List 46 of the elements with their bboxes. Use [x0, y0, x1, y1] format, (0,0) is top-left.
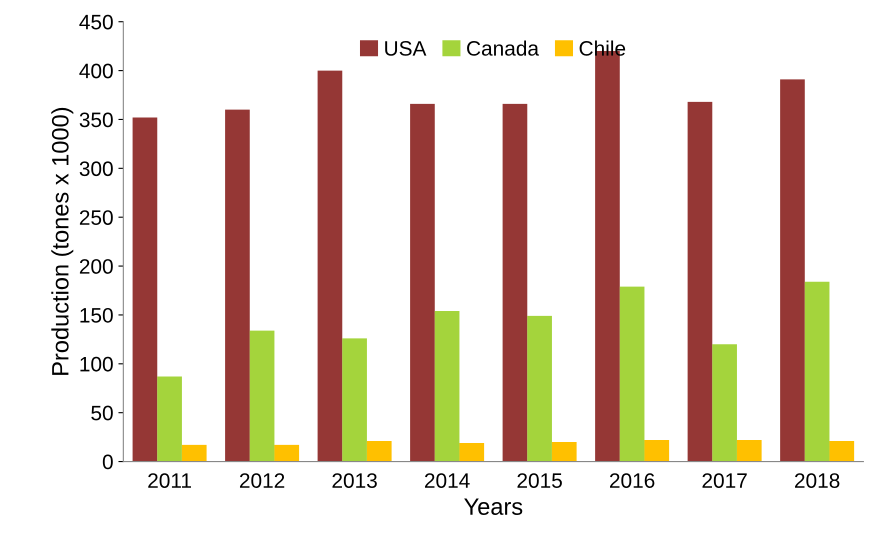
y-tick-label: 100 — [80, 356, 113, 372]
bar — [829, 441, 854, 462]
bar — [736, 440, 762, 462]
bar — [318, 70, 342, 462]
y-tick-label: 200 — [80, 259, 113, 274]
bar — [366, 441, 392, 462]
legend-label: USA — [385, 41, 426, 56]
y-tick-label: 50 — [91, 406, 113, 420]
y-tick-label: 400 — [79, 64, 113, 78]
bar — [274, 444, 300, 462]
y-tick-label: 0 — [102, 454, 113, 470]
x-tick-label: 2017 — [702, 473, 747, 488]
bar — [620, 286, 644, 462]
bar — [157, 376, 182, 462]
bar — [225, 110, 250, 462]
bar — [688, 102, 712, 462]
x-tick-label: 2014 — [424, 473, 470, 488]
bar — [644, 440, 670, 462]
y-tick-label: 350 — [80, 112, 113, 128]
bar — [182, 444, 207, 462]
x-tick-label: 2011 — [148, 473, 191, 488]
x-tick-label: 2015 — [517, 473, 562, 488]
bar — [502, 104, 528, 462]
bar — [804, 282, 830, 462]
bar — [780, 79, 805, 462]
legend-label: Chile — [580, 40, 626, 56]
y-tick-label: 450 — [79, 14, 113, 30]
bar — [712, 344, 737, 462]
bar — [250, 330, 274, 462]
x-tick-label: 2018 — [795, 473, 840, 488]
bar — [459, 442, 484, 462]
bar — [342, 338, 367, 462]
x-tick-label: 2013 — [332, 473, 377, 488]
y-axis-title: Production (tones x 1000) — [51, 108, 74, 375]
x-tick-label: 2012 — [240, 473, 284, 488]
bar — [434, 311, 460, 462]
legend-label: Canada — [467, 40, 539, 56]
x-tick-label: 2016 — [610, 473, 654, 488]
y-tick-label: 300 — [80, 161, 113, 176]
y-tick-label: 250 — [80, 210, 113, 225]
y-tick-label: 150 — [80, 308, 113, 323]
bar — [552, 442, 577, 462]
bar — [410, 104, 435, 462]
x-axis-title: Years — [464, 498, 522, 515]
bar — [132, 118, 158, 462]
bar — [527, 316, 552, 462]
